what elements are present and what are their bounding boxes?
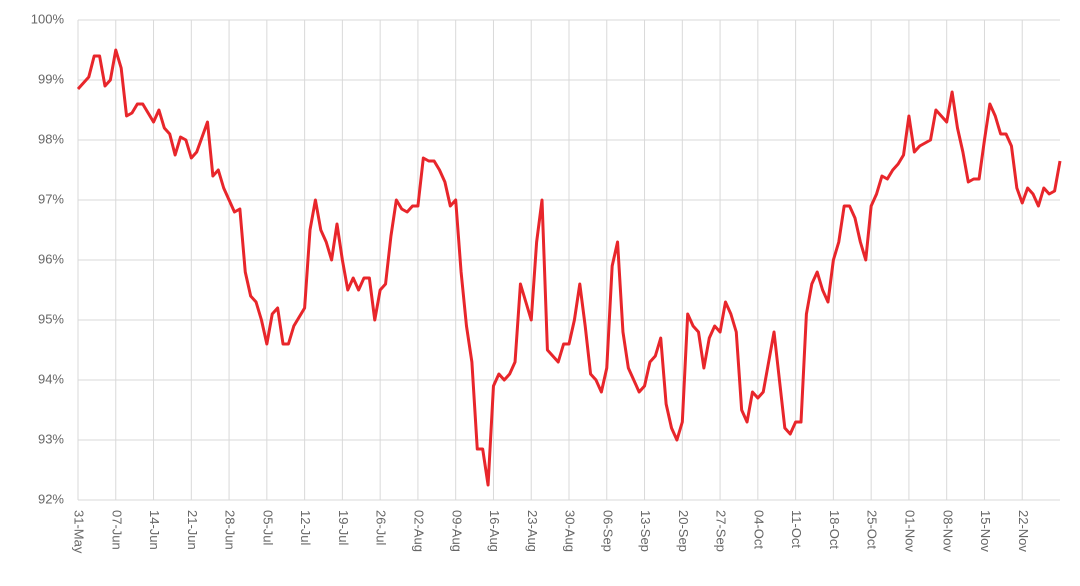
x-tick-label: 14-Jun: [147, 510, 162, 550]
y-tick-label: 98%: [38, 131, 64, 146]
y-tick-label: 97%: [38, 191, 64, 206]
y-tick-label: 99%: [38, 71, 64, 86]
x-tick-label: 02-Aug: [411, 510, 426, 552]
x-tick-label: 19-Jul: [336, 510, 351, 546]
y-tick-label: 94%: [38, 371, 64, 386]
x-tick-label: 21-Jun: [185, 510, 200, 550]
x-tick-label: 07-Jun: [109, 510, 124, 550]
y-tick-label: 96%: [38, 251, 64, 266]
x-tick-label: 05-Jul: [260, 510, 275, 546]
x-tick-label: 04-Oct: [751, 510, 766, 549]
x-tick-label: 08-Nov: [940, 510, 955, 552]
x-tick-label: 30-Aug: [563, 510, 578, 552]
y-tick-label: 93%: [38, 431, 64, 446]
y-tick-label: 92%: [38, 491, 64, 506]
y-tick-label: 95%: [38, 311, 64, 326]
y-tick-label: 100%: [31, 11, 65, 26]
x-tick-label: 25-Oct: [865, 510, 880, 549]
x-tick-label: 26-Jul: [374, 510, 389, 546]
x-tick-label: 20-Sep: [676, 510, 691, 552]
x-tick-label: 22-Nov: [1016, 510, 1031, 552]
x-tick-label: 31-May: [72, 510, 87, 554]
x-tick-label: 27-Sep: [714, 510, 729, 552]
x-tick-label: 28-Jun: [223, 510, 238, 550]
x-tick-label: 15-Nov: [978, 510, 993, 552]
x-tick-label: 18-Oct: [827, 510, 842, 549]
x-tick-label: 23-Aug: [525, 510, 540, 552]
line-series: [76, 48, 1062, 487]
x-tick-label: 16-Aug: [487, 510, 502, 552]
x-tick-label: 12-Jul: [298, 510, 313, 546]
x-tick-label: 01-Nov: [902, 510, 917, 552]
x-tick-label: 11-Oct: [789, 510, 804, 548]
x-tick-label: 06-Sep: [600, 510, 615, 552]
x-tick-label: 09-Aug: [449, 510, 464, 552]
x-tick-label: 13-Sep: [638, 510, 653, 552]
